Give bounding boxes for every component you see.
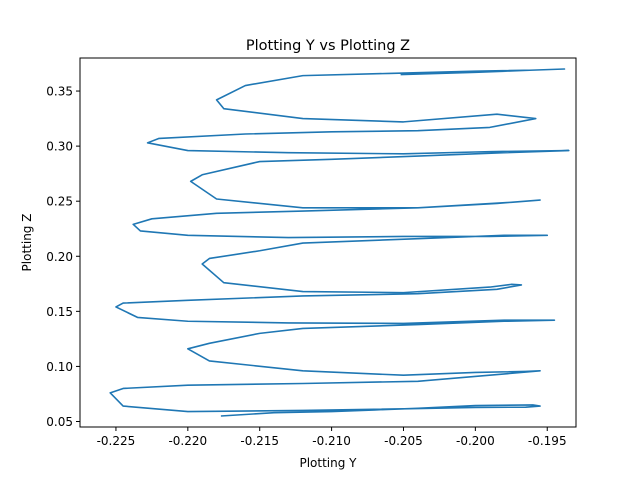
x-tick-label: -0.195 (528, 434, 567, 448)
y-axis-label: Plotting Z (20, 214, 34, 272)
y-axis: 0.05 0.10 0.15 0.20 0.25 0.30 0.35 (46, 85, 80, 429)
series-layer (109, 68, 570, 417)
series-line-0 (109, 68, 570, 417)
x-tick-label: -0.210 (312, 434, 351, 448)
axes-frame (79, 57, 577, 428)
y-tick-label: 0.25 (46, 195, 73, 209)
x-axis-label: Plotting Y (299, 456, 357, 470)
y-tick-label: 0.05 (46, 415, 73, 429)
x-tick-label: -0.225 (97, 434, 136, 448)
x-tick-label: -0.215 (240, 434, 279, 448)
y-tick-label: 0.30 (46, 140, 73, 154)
y-tick-label: 0.35 (46, 85, 73, 99)
y-tick-label: 0.20 (46, 250, 73, 264)
chart-title: Plotting Y vs Plotting Z (246, 38, 410, 54)
y-tick-label: 0.15 (46, 305, 73, 319)
x-tick-label: -0.220 (168, 434, 207, 448)
x-axis: -0.225 -0.220 -0.215 -0.210 -0.205 -0.200 -0.1… (97, 427, 567, 448)
x-tick-label: -0.200 (456, 434, 495, 448)
x-tick-label: -0.205 (384, 434, 423, 448)
y-tick-label: 0.10 (46, 360, 73, 374)
